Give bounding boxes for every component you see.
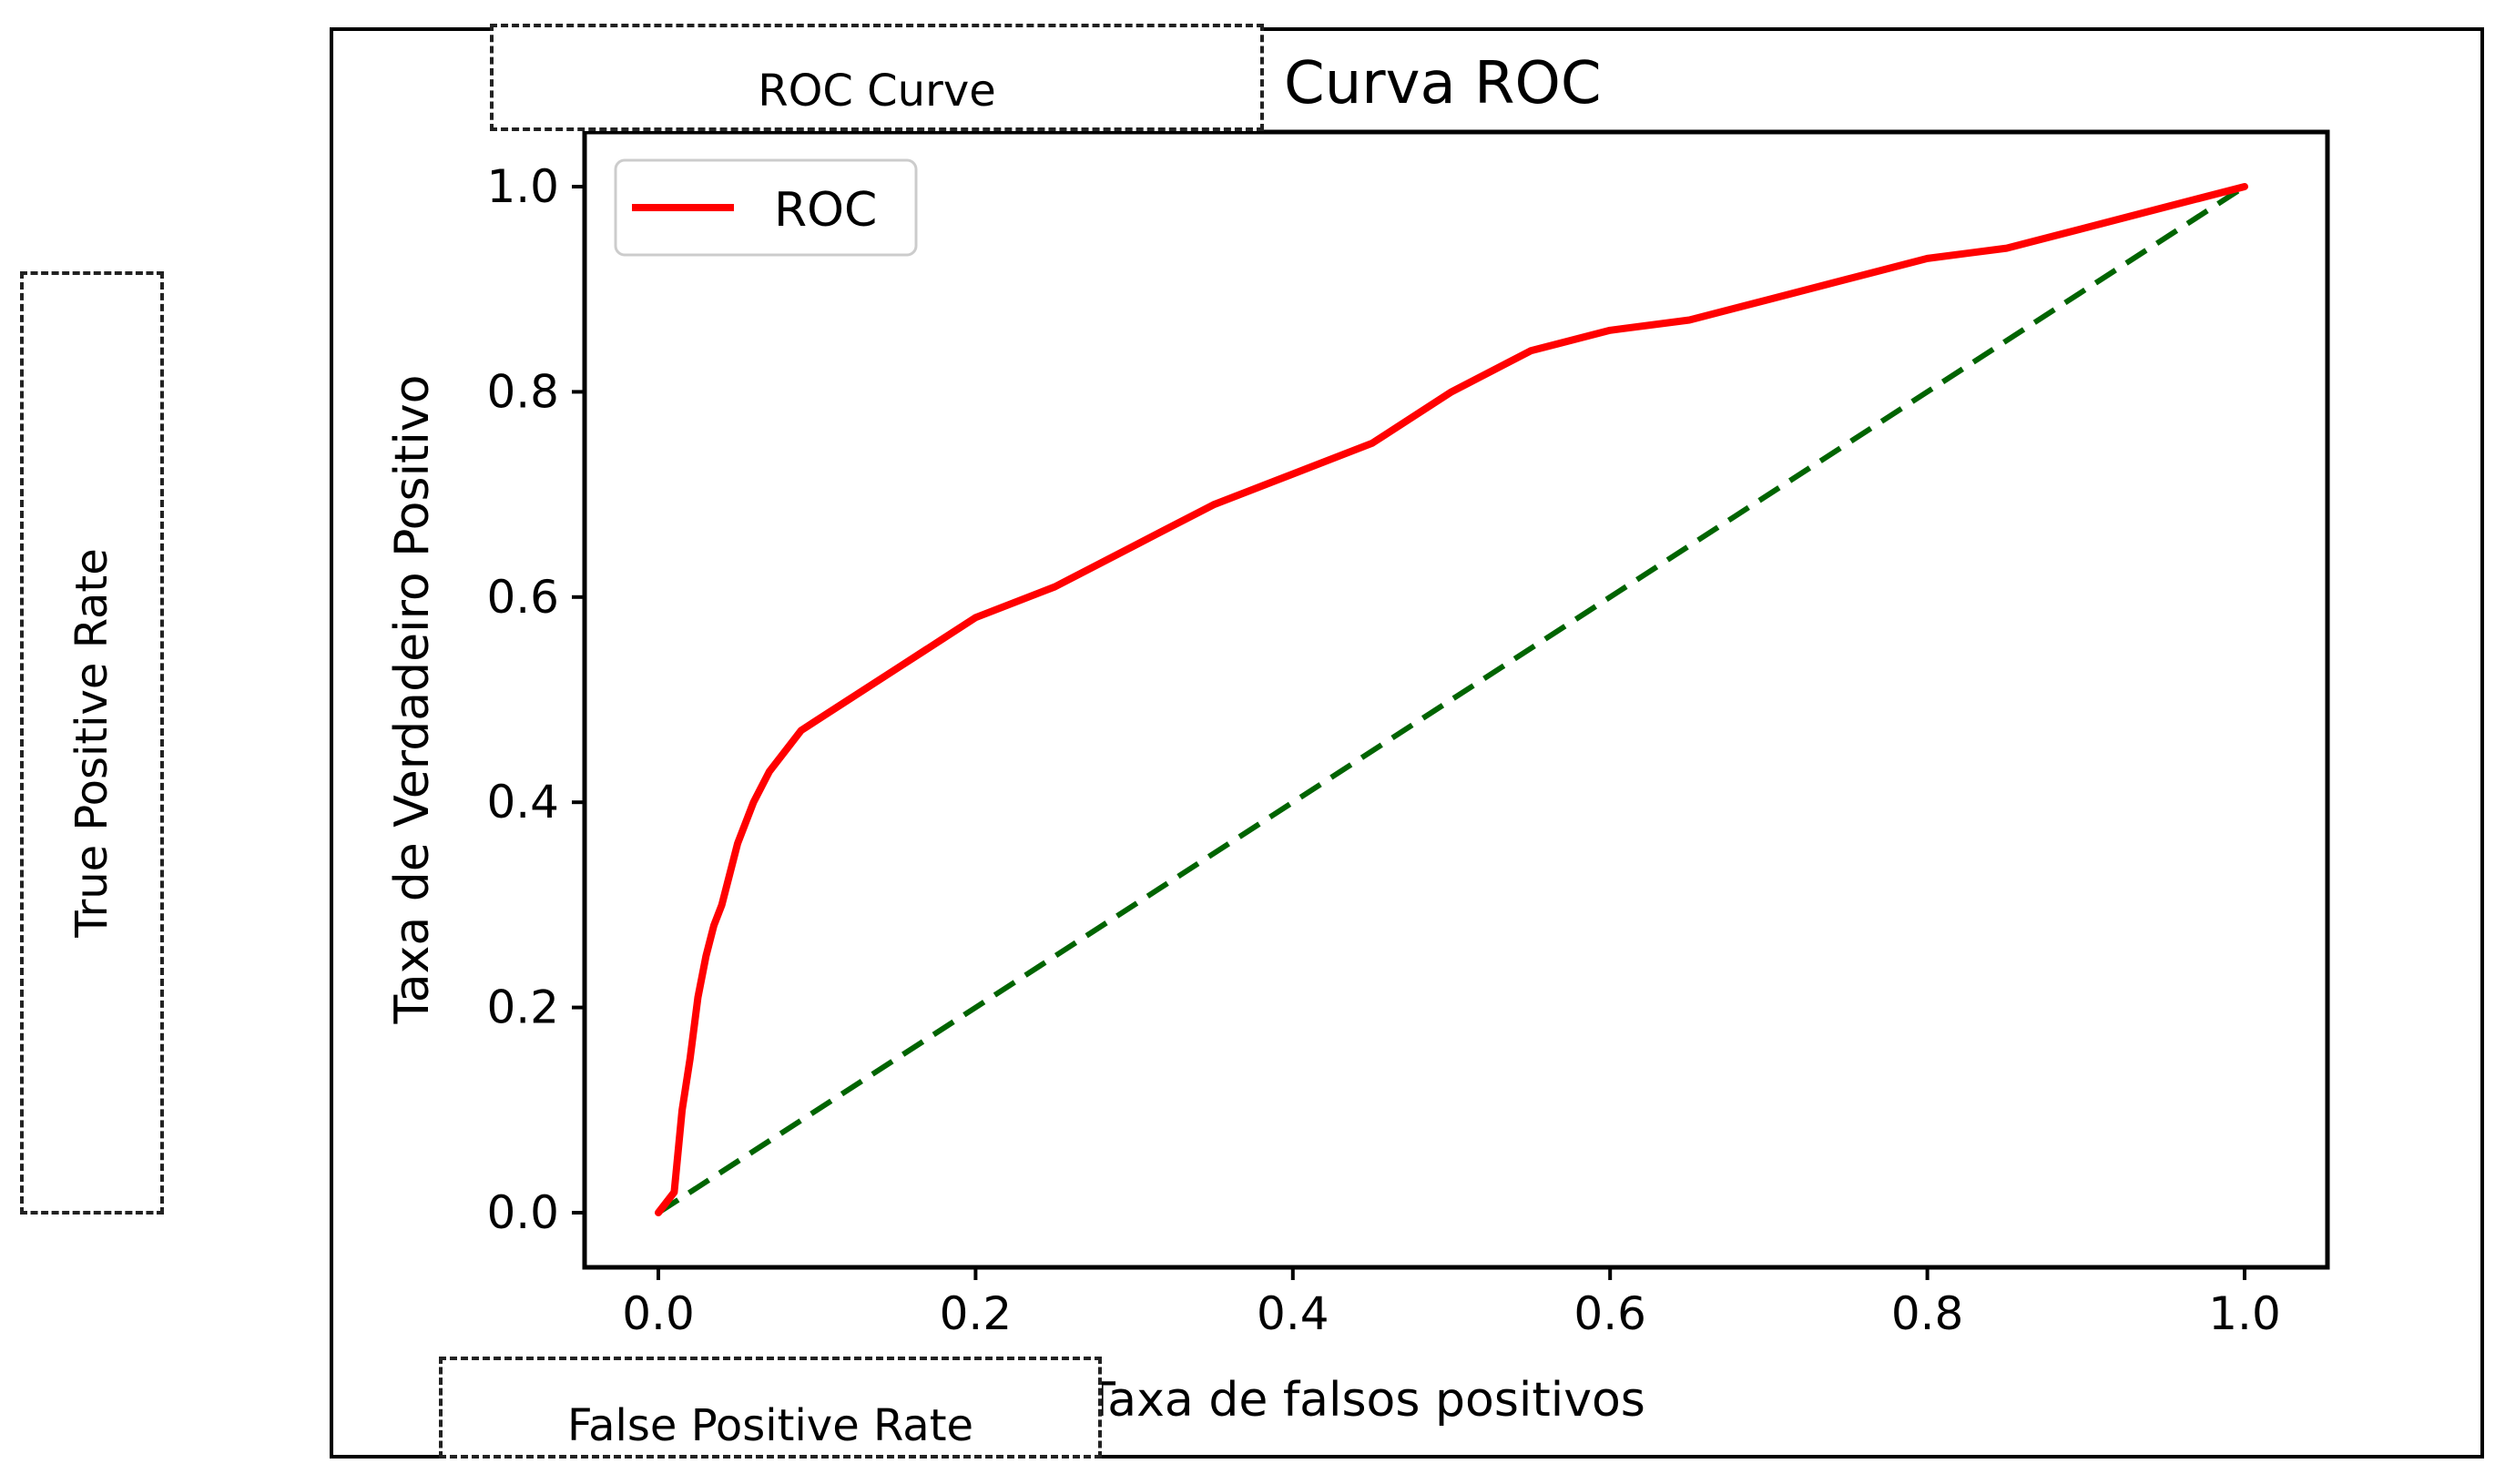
x-tick-label: 0.4: [1257, 1287, 1329, 1340]
x-tick-label: 0.0: [622, 1287, 695, 1340]
x-axis-label: Taxa de falsos positivos: [1085, 1373, 1645, 1428]
annotation-ylabel-text: True Positive Rate: [66, 548, 118, 938]
chart-title: Curva ROC: [1284, 50, 1602, 117]
annotation-ylabel-box: True Positive Rate: [20, 271, 164, 1215]
annotation-xlabel-box: False Positive Rate: [439, 1357, 1102, 1459]
annotation-title-text: ROC Curve: [758, 66, 996, 117]
plot-area-frame: [582, 129, 2330, 1270]
figure-frame: [330, 27, 2484, 1459]
x-tick-label: 1.0: [2208, 1287, 2281, 1340]
y-tick-label: 0.8: [486, 365, 559, 418]
y-tick-label: 0.0: [486, 1186, 559, 1239]
y-tick-label: 1.0: [486, 160, 559, 213]
legend-box: [614, 158, 918, 257]
series-line-roc: [655, 183, 2248, 1216]
legend-label-roc: ROC: [774, 183, 877, 238]
series-line-diagonal: [657, 184, 2246, 1215]
x-tick-label: 0.8: [1891, 1287, 1964, 1340]
y-axis-label: Taxa de Verdadeiro Positivo: [385, 375, 440, 1025]
annotation-xlabel-text: False Positive Rate: [566, 1400, 974, 1451]
y-tick-label: 0.4: [486, 776, 559, 828]
x-tick-label: 0.6: [1573, 1287, 1646, 1340]
y-tick-label: 0.2: [486, 981, 559, 1034]
x-tick-label: 0.2: [940, 1287, 1013, 1340]
annotation-title-box: ROC Curve: [490, 24, 1264, 131]
y-tick-label: 0.6: [486, 571, 559, 624]
